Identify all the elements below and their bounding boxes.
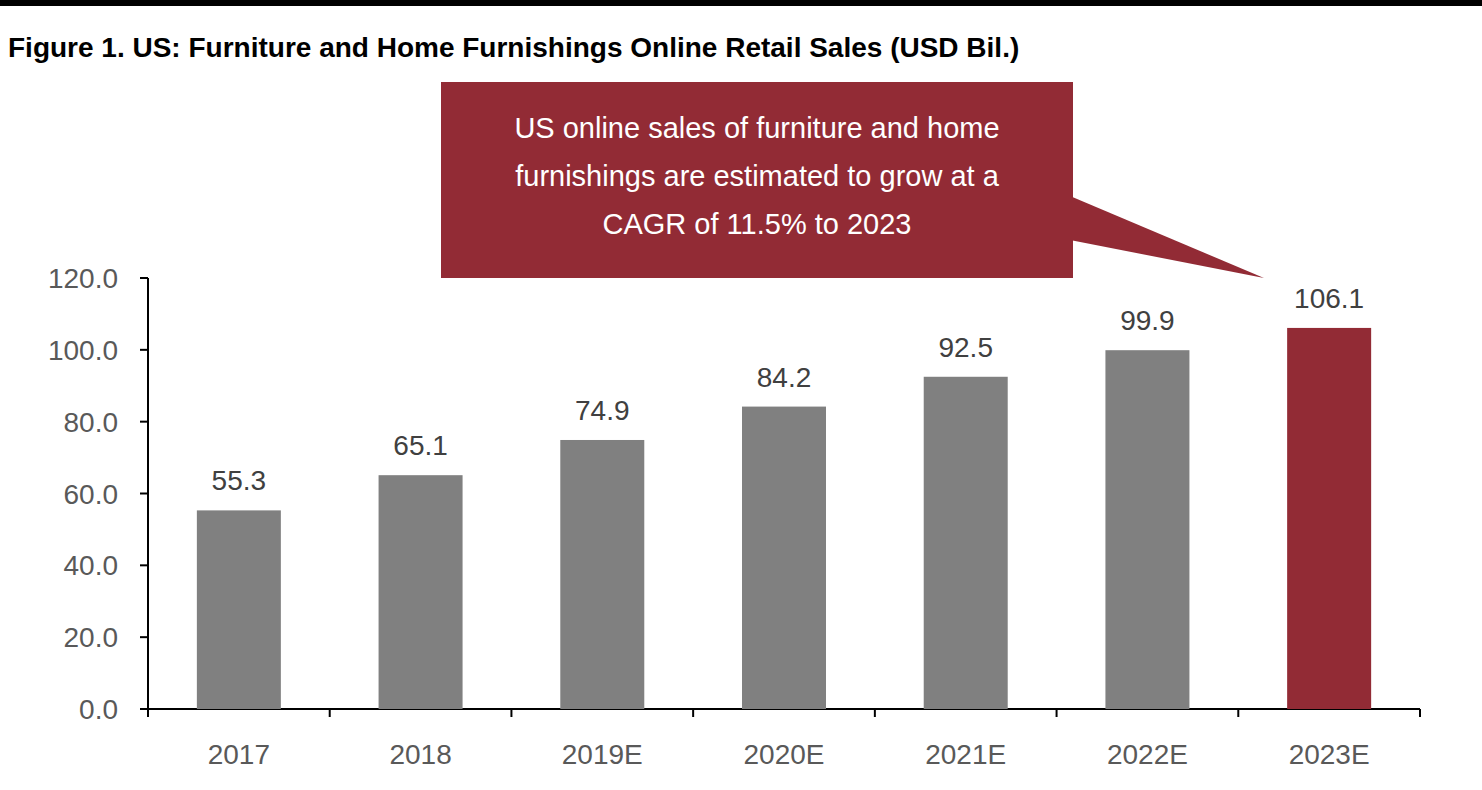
y-tick	[140, 564, 148, 566]
x-tick	[510, 709, 512, 717]
x-tick	[147, 709, 149, 717]
y-tick-label: 100.0	[48, 335, 118, 366]
x-tick	[329, 709, 331, 717]
y-tick	[140, 421, 148, 423]
data-label: 106.1	[1294, 283, 1364, 314]
x-tick-label: 2019E	[562, 739, 643, 770]
y-tick-label: 120.0	[48, 263, 118, 294]
x-tick-label: 2021E	[925, 739, 1006, 770]
title: Figure 1. US: Furniture and Home Furnish…	[8, 32, 1019, 63]
bars	[197, 328, 1371, 709]
bar	[560, 440, 644, 709]
data-label: 65.1	[393, 430, 448, 461]
y-tick-label: 60.0	[64, 479, 119, 510]
x-tick-label: 2018	[389, 739, 451, 770]
y-tick-label: 80.0	[64, 407, 119, 438]
y-tick-label: 0.0	[79, 694, 118, 725]
x-tick-label: 2023E	[1289, 739, 1370, 770]
y-tick	[140, 708, 148, 710]
bar	[1105, 350, 1189, 709]
bar	[197, 510, 281, 709]
y-tick	[140, 277, 148, 279]
data-label: 99.9	[1120, 305, 1175, 336]
y-tick-label: 40.0	[64, 550, 119, 581]
annotation-text: US online sales of furniture and home fu…	[441, 82, 1073, 278]
data-label: 74.9	[575, 395, 630, 426]
data-label: 92.5	[938, 332, 993, 363]
data-label: 55.3	[212, 465, 267, 496]
bar	[1287, 328, 1371, 709]
data-label: 84.2	[757, 362, 812, 393]
x-tick-label: 2020E	[744, 739, 825, 770]
x-tick	[1237, 709, 1239, 717]
y-tick	[140, 493, 148, 495]
x-tick-label: 2017	[208, 739, 270, 770]
callout-box	[441, 82, 1073, 278]
bar	[924, 377, 1008, 709]
x-tick	[692, 709, 694, 717]
x-tick-label: 2022E	[1107, 739, 1188, 770]
y-tick	[140, 636, 148, 638]
x-tick	[1419, 709, 1421, 717]
x-tick	[874, 709, 876, 717]
top-rule	[0, 0, 1482, 6]
y-tick	[140, 349, 148, 351]
callout-pointer	[1070, 196, 1264, 278]
x-tick	[1056, 709, 1058, 717]
y-tick-label: 20.0	[64, 622, 119, 653]
bar	[379, 475, 463, 709]
bar	[742, 407, 826, 709]
